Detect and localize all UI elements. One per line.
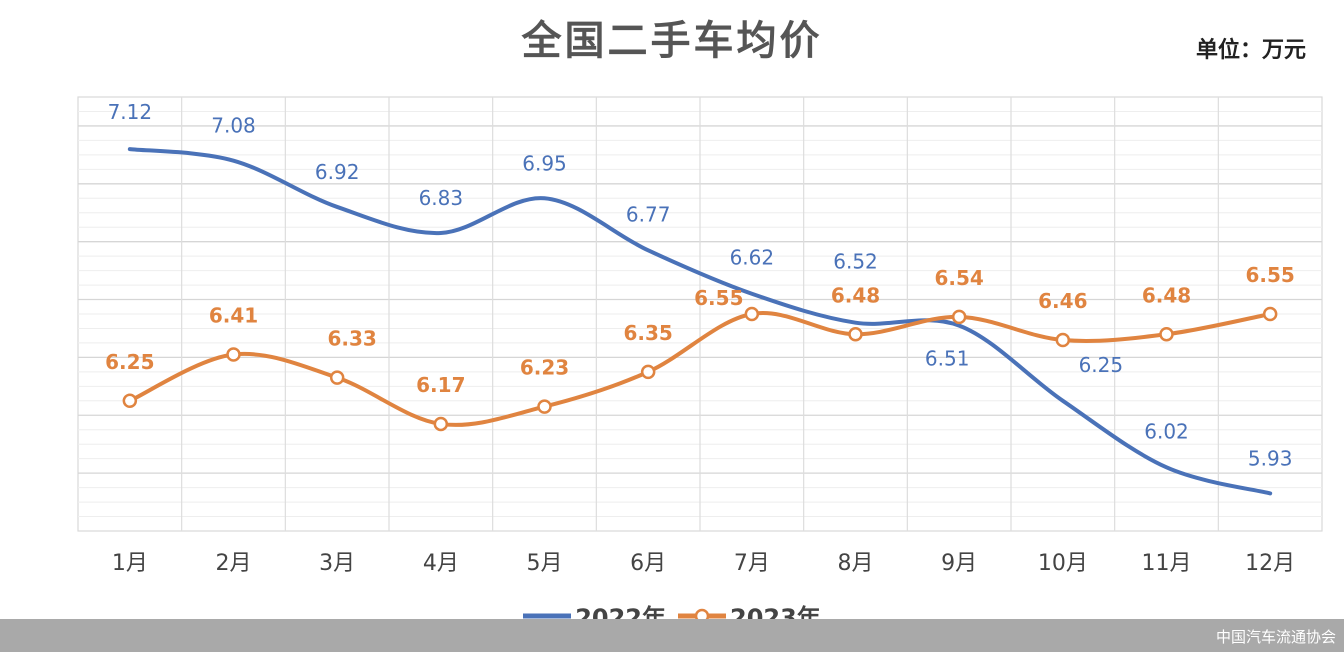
chart-title: 全国二手车均价: [521, 18, 823, 64]
data-point-marker: [640, 364, 656, 380]
data-label: 6.51: [925, 347, 970, 371]
data-label: 6.23: [520, 356, 569, 380]
data-label: 6.41: [209, 304, 258, 328]
data-point-marker: [1055, 332, 1071, 348]
x-tick-label: 9月: [941, 551, 977, 576]
x-tick-label: 2月: [216, 551, 252, 576]
x-tick-label: 5月: [527, 551, 563, 576]
x-tick-label: 7月: [734, 551, 770, 576]
grid-lines: [77, 96, 1323, 532]
data-point-marker: [226, 347, 241, 362]
data-label: 6.02: [1144, 419, 1189, 443]
x-tick-label: 1月: [112, 551, 148, 576]
data-point-marker: [329, 370, 345, 385]
series-line-1: [127, 311, 1273, 427]
data-markers: [122, 306, 1278, 432]
data-label: 6.52: [833, 250, 878, 274]
series-lines: [127, 147, 1273, 496]
data-label: 6.48: [831, 283, 880, 307]
data-label: 6.33: [327, 327, 376, 351]
data-label: 6.25: [105, 350, 154, 374]
x-tick-label: 12月: [1245, 551, 1295, 576]
data-point-marker: [122, 393, 138, 409]
data-label: 6.25: [1079, 353, 1124, 377]
data-point-marker: [848, 327, 863, 342]
data-label: 6.95: [522, 151, 567, 175]
x-tick-label: 10月: [1038, 551, 1088, 576]
data-label: 5.93: [1248, 446, 1293, 470]
footer-bar: 中国汽车流通协会: [0, 619, 1344, 652]
data-label: 6.55: [694, 286, 743, 310]
data-label: 6.54: [934, 266, 983, 290]
line-legend-icon: [523, 613, 572, 618]
data-label: 7.08: [211, 114, 256, 138]
data-labels: 7.12 7.08 6.92 6.83 6.95 6.77 6.62 6.52 6.51 6.25…: [105, 100, 1295, 470]
data-point-marker: [951, 309, 967, 325]
data-point-marker: [537, 399, 552, 414]
data-point-marker: [1159, 327, 1174, 342]
x-tick-label: 3月: [319, 551, 355, 576]
x-tick-label: 11月: [1142, 551, 1192, 576]
x-tick-label: 4月: [423, 551, 459, 576]
source-credit: 中国汽车流通协会: [1215, 628, 1336, 646]
data-point-marker: [744, 306, 760, 322]
x-axis-ticks: 1月 2月 3月 4月 5月 6月 7月 8月 9月 10月 11月 12月: [112, 551, 1295, 576]
data-label: 6.62: [730, 246, 775, 270]
data-point-marker: [433, 416, 449, 432]
data-label: 6.55: [1245, 263, 1294, 287]
data-label: 6.77: [626, 202, 671, 226]
x-tick-label: 8月: [838, 551, 874, 576]
data-label: 6.83: [419, 186, 464, 210]
data-label: 6.17: [416, 373, 465, 397]
x-tick-label: 6月: [630, 551, 666, 576]
data-label: 6.35: [623, 321, 672, 345]
data-point-marker: [1262, 306, 1278, 322]
unit-label: 单位：万元: [1195, 38, 1306, 63]
data-label: 6.46: [1038, 289, 1087, 313]
data-label: 6.48: [1142, 283, 1191, 307]
series-line-0: [127, 147, 1273, 496]
data-label: 7.12: [108, 100, 153, 124]
data-label: 6.92: [315, 160, 360, 184]
